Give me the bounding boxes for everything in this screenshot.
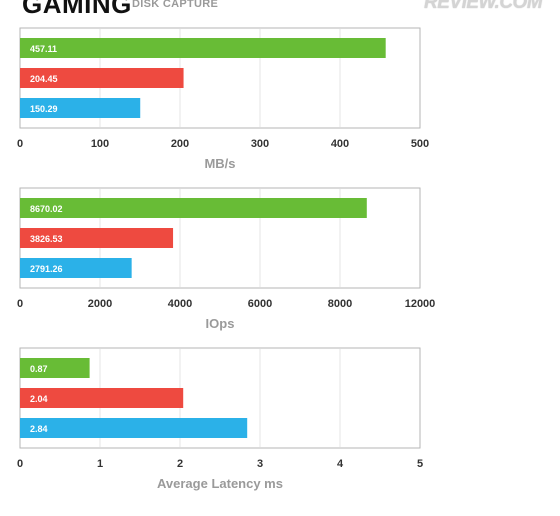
x-tick-label: 0 bbox=[17, 138, 23, 150]
x-tick-label: 0 bbox=[17, 298, 23, 310]
bar bbox=[20, 68, 184, 88]
bar bbox=[20, 38, 386, 58]
bar bbox=[20, 258, 132, 278]
x-tick-label: 6000 bbox=[248, 298, 272, 310]
bar-value-label: 150.29 bbox=[30, 104, 58, 114]
x-tick-label: 4000 bbox=[168, 298, 192, 310]
latency-chart: 0.87 2.04 2.84 0 1 2 3 4 5 Average Latency ms bbox=[17, 347, 423, 491]
bar-value-label: 8670.02 bbox=[30, 204, 63, 214]
x-tick-label: 3 bbox=[257, 458, 263, 470]
x-tick-label: 300 bbox=[251, 138, 269, 150]
x-tick-label: 2 bbox=[177, 458, 183, 470]
header: GAMING DISK CAPTURE REVIEW.COM bbox=[0, 0, 560, 14]
x-tick-label: 2000 bbox=[88, 298, 112, 310]
x-tick-label: 200 bbox=[171, 138, 189, 150]
x-axis-label: Average Latency ms bbox=[157, 476, 283, 491]
x-tick-label: 4 bbox=[337, 458, 344, 470]
bar bbox=[20, 198, 367, 218]
x-tick-label: 0 bbox=[17, 458, 23, 470]
bar-value-label: 2.04 bbox=[30, 394, 48, 404]
bar-value-label: 204.45 bbox=[30, 74, 58, 84]
bar bbox=[20, 228, 174, 248]
bar-value-label: 457.11 bbox=[30, 44, 57, 54]
bar-value-label: 2791.26 bbox=[30, 264, 63, 274]
bar bbox=[20, 98, 141, 118]
throughput-chart: 457.11 204.45 150.29 0 100 200 300 400 500 MB/s bbox=[17, 27, 429, 171]
x-tick-label: 8000 bbox=[328, 298, 352, 310]
site-logo: REVIEW.COM bbox=[424, 0, 543, 13]
bar bbox=[20, 388, 184, 408]
bar-value-label: 3826.53 bbox=[30, 234, 63, 244]
page-subtitle: DISK CAPTURE bbox=[132, 0, 219, 10]
x-axis-label: IOps bbox=[206, 316, 235, 331]
x-tick-label: 100 bbox=[91, 138, 109, 150]
x-axis-label: MB/s bbox=[204, 156, 235, 171]
x-tick-label: 12000 bbox=[405, 298, 436, 310]
bar bbox=[20, 418, 248, 438]
x-tick-label: 5 bbox=[417, 458, 423, 470]
x-tick-label: 500 bbox=[411, 138, 429, 150]
iops-chart: 8670.02 3826.53 2791.26 0 2000 4000 6000 8000 12… bbox=[17, 187, 436, 331]
bar bbox=[20, 358, 90, 378]
x-tick-label: 400 bbox=[331, 138, 349, 150]
bar-value-label: 2.84 bbox=[30, 424, 48, 434]
page-title: GAMING bbox=[22, 0, 132, 14]
bar-value-label: 0.87 bbox=[30, 364, 48, 374]
x-tick-label: 1 bbox=[97, 458, 103, 470]
